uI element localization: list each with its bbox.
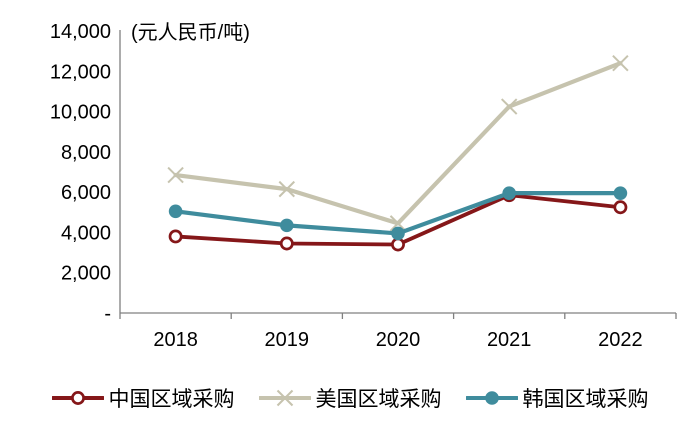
open-circle-marker-icon bbox=[391, 237, 405, 252]
legend-item-korea: 韩国区域采购 bbox=[465, 383, 649, 413]
axes bbox=[119, 30, 677, 319]
filled-circle-marker-icon bbox=[484, 391, 499, 405]
filled-circle-marker-icon bbox=[613, 186, 628, 200]
line-chart-canvas: 14,000 12,000 10,000 8,000 6,000 4,000 2,000 - 2… bbox=[50, 21, 677, 351]
y-axis-unit-label: (元人民币/吨) bbox=[131, 22, 250, 44]
y-tick-label: 4,000 bbox=[61, 222, 111, 244]
open-circle-marker-icon bbox=[613, 200, 628, 215]
legend-label-korea: 韩国区域采购 bbox=[522, 388, 649, 411]
legend-label-china: 中国区域采购 bbox=[108, 388, 235, 411]
x-tick-label: 2018 bbox=[153, 329, 198, 351]
legend-key-us-line-icon bbox=[258, 389, 311, 407]
x-marker-icon bbox=[500, 98, 518, 115]
open-circle-marker-icon bbox=[70, 391, 85, 405]
y-tick-label: 10,000 bbox=[50, 102, 111, 124]
filled-circle-marker-icon bbox=[391, 226, 405, 241]
y-tick-label: - bbox=[104, 303, 111, 325]
legend-item-us: 美国区域采购 bbox=[258, 383, 442, 413]
y-tick-label: 14,000 bbox=[50, 21, 111, 43]
filled-circle-marker-icon bbox=[280, 218, 294, 233]
open-circle-marker-icon bbox=[168, 229, 183, 244]
x-tick-label: 2019 bbox=[265, 329, 310, 351]
x-marker-icon bbox=[389, 215, 407, 232]
x-axis-tick-labels: 2018 2019 2020 2021 2022 bbox=[153, 329, 642, 351]
x-marker-icon bbox=[276, 389, 293, 407]
legend-key-korea-line-icon bbox=[465, 391, 518, 405]
legend-label-us: 美国区域采购 bbox=[315, 388, 442, 411]
legend-key-china-line-icon bbox=[51, 391, 104, 405]
y-axis-tick-labels: 14,000 12,000 10,000 8,000 6,000 4,000 2,000 - bbox=[50, 21, 111, 325]
x-marker-icon bbox=[278, 180, 296, 198]
series-2 bbox=[168, 186, 628, 241]
y-tick-label: 2,000 bbox=[61, 263, 111, 285]
chart-legend: 中国区域采购 美国区域采购 韩国区域采购 bbox=[0, 383, 700, 413]
filled-circle-marker-icon bbox=[502, 186, 516, 200]
open-circle-marker-icon bbox=[279, 236, 294, 251]
y-tick-label: 6,000 bbox=[61, 182, 111, 204]
filled-circle-marker-icon bbox=[168, 204, 183, 219]
x-tick-label: 2020 bbox=[376, 329, 421, 351]
legend-item-china: 中国区域采购 bbox=[51, 383, 235, 413]
x-marker-icon bbox=[612, 55, 629, 72]
series-1 bbox=[167, 55, 629, 232]
x-tick-label: 2022 bbox=[598, 329, 643, 351]
x-marker-icon bbox=[167, 166, 184, 184]
y-tick-label: 12,000 bbox=[50, 61, 111, 83]
x-tick-label: 2021 bbox=[487, 329, 532, 351]
y-tick-label: 8,000 bbox=[61, 142, 111, 164]
